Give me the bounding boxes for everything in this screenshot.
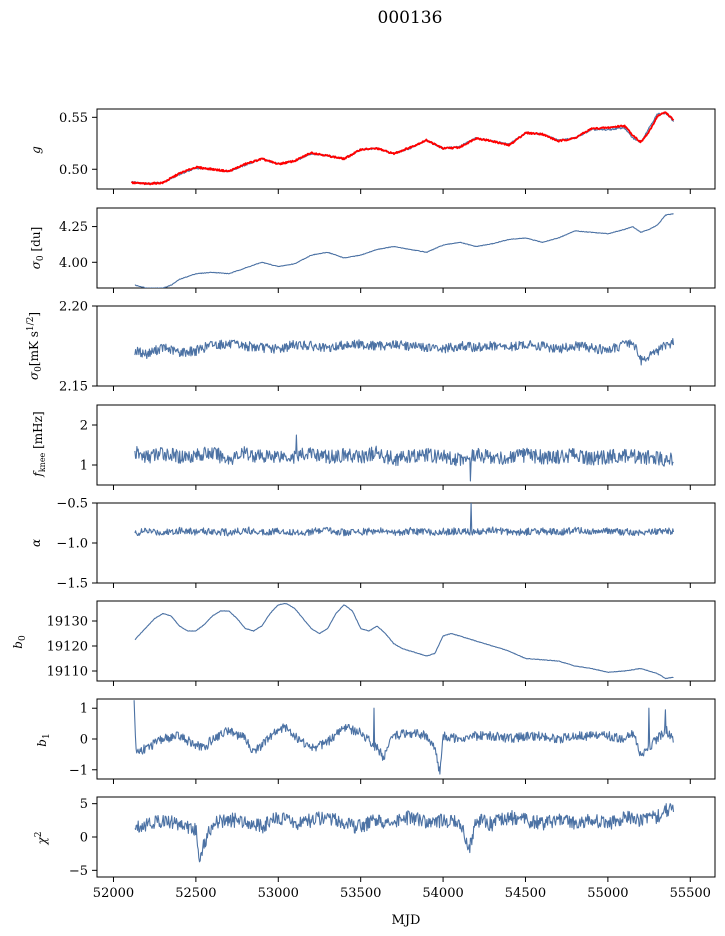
plot-area [134,803,675,863]
y-tick-label: −5 [69,864,88,879]
subplot-6: 19110 19120 19130 [47,600,716,686]
y-tick-label: 4.00 [59,256,88,271]
y-tick-label: 19120 [47,640,88,655]
ylabel-sigma0-du: σ0 [du] [29,227,46,270]
fit-line [130,111,675,186]
y-tick-label: 0 [80,733,88,748]
subplot-2: 4.00 4.25 [59,207,716,293]
y-tick-label: −1 [69,763,88,778]
data-line-2 [134,213,674,288]
ylabel-b0: b0 [11,635,28,649]
plot-area [130,111,675,186]
x-tick-label: 53500 [340,886,381,901]
x-tick-label: 52500 [175,886,216,901]
y-tick-label: 5 [80,797,88,812]
subplot-7: −1 0 1 [69,698,716,784]
axes-frame [96,305,716,387]
y-tick-label: −0.5 [56,497,88,512]
ylabel-b1: b1 [35,733,52,746]
y-tick-label: 19130 [47,615,88,630]
y-tick-label: 19110 [47,665,88,680]
y-tick-label: 1 [80,702,88,717]
y-tick-label: 2 [80,419,88,434]
plot-area [133,700,674,775]
axes-frame [96,404,716,486]
axes-frame [96,502,716,584]
plot-area [134,603,674,680]
y-tick-label: 2.15 [59,380,88,395]
subplot-stack: 0.500.554.004.252.152.2012−1.5−1.0−0.519… [47,108,716,882]
x-tick-label: 55500 [670,886,711,901]
y-tick-label: 1 [80,459,88,474]
y-tick-label: 2.20 [59,300,88,315]
x-tick-label: 53000 [258,886,299,901]
ylabel-chi2: χ2 [34,831,49,845]
axes-frame [96,600,716,682]
x-tick-label: 54500 [505,886,546,901]
y-tick-label: 0.50 [59,163,88,178]
plot-area [134,213,674,288]
x-tick-label: 52000 [93,886,134,901]
y-tick-label: −1.5 [56,577,88,592]
ylabel-alpha: α [29,539,43,547]
data-line-5 [134,503,675,537]
figure-title: 000136 [378,8,443,28]
ylabel-g: g [29,146,43,154]
data-line-3 [134,337,675,366]
x-tick-label: 54000 [422,886,463,901]
x-tick-label: 55000 [587,886,628,901]
x-axis-ticks: 52000 52500 53000 53500 54000 54500 55000 55500 [93,886,711,901]
y-axis-labels: g σ0 [du] σ0[mK s1/2] fknee [mHz] α b0 b… [11,146,52,846]
y-tick-label: 4.25 [59,220,88,235]
y-tick-label: −1.0 [56,537,88,552]
data-line-6 [134,603,674,680]
ylabel-fknee: fknee [mHz] [31,411,47,477]
axes-frame [96,207,716,289]
axes-frame [96,796,716,878]
ylabel-sigma0-mks: σ0[mK s1/2] [26,312,44,380]
y-tick-label: 0 [80,831,88,846]
data-line-4 [134,434,674,482]
subplot-1: 0.50 0.55 [59,108,716,194]
subplot-5: −1.5 −1.0 −0.5 [56,497,716,592]
data-line-1 [131,111,675,186]
subplot-8: −5 0 5 [69,796,716,882]
subplot-4: 12 [80,404,716,490]
data-line-7 [133,700,674,775]
subplot-3: 2.15 2.20 [59,300,716,395]
data-line-8 [134,803,675,863]
axes-frame [96,108,716,190]
plot-area [134,337,675,366]
y-tick-label: 0.55 [59,111,88,126]
plot-area [134,434,674,482]
x-axis-label: MJD [392,913,421,928]
plot-area [134,503,675,537]
